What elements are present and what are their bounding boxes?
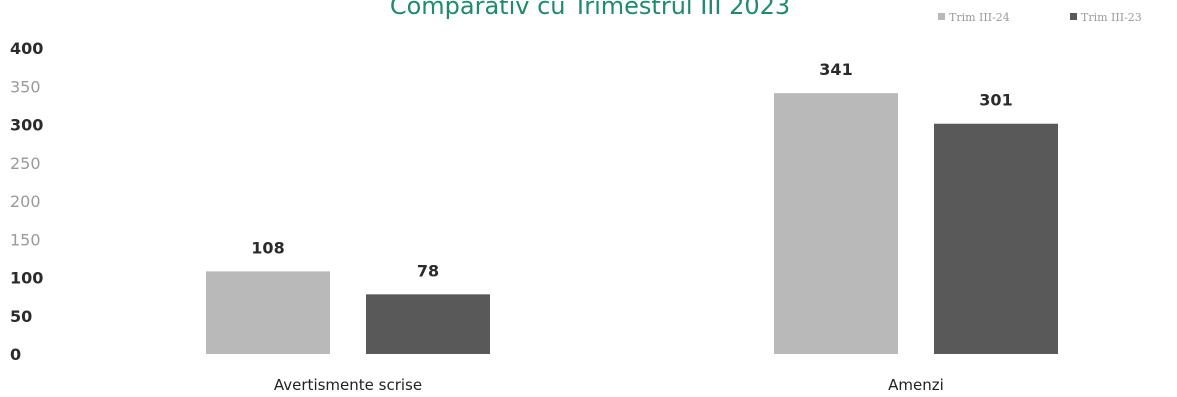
y-tick-label: 350: [10, 77, 41, 96]
y-tick-label: 100: [10, 269, 43, 288]
bars: 108 78 341 301: [206, 60, 1058, 354]
chart-title: Comparativ cu Trimestrul III 2023: [390, 0, 790, 20]
data-label: 78: [417, 261, 439, 280]
y-tick-label: 50: [10, 307, 32, 326]
legend-entry: Trim III-23: [1081, 11, 1142, 24]
legend-swatch: [938, 13, 945, 20]
legend-swatch: [1070, 13, 1077, 20]
y-tick-label: 0: [10, 345, 21, 364]
data-label: 108: [251, 238, 284, 257]
y-axis: 0 50 100 150 200 250 300 350 400: [10, 39, 43, 364]
data-label: 301: [979, 91, 1012, 110]
y-tick-label: 200: [10, 192, 41, 211]
category-label: Avertismente scrise: [274, 376, 422, 394]
data-label: 341: [819, 60, 852, 79]
category-label: Amenzi: [888, 376, 944, 394]
legend: Trim III-24 Trim III-23: [938, 11, 1142, 24]
category-axis: Avertismente scrise Amenzi: [274, 376, 944, 394]
bar-trim-iii-24-amenzi: [774, 93, 898, 354]
y-tick-label: 400: [10, 39, 43, 58]
y-tick-label: 150: [10, 230, 41, 249]
bar-trim-iii-23-amenzi: [934, 123, 1058, 354]
bar-trim-iii-23-avertismente: [366, 294, 490, 354]
bar-trim-iii-24-avertismente: [206, 271, 330, 354]
y-tick-label: 300: [10, 116, 43, 135]
legend-entry: Trim III-24: [949, 11, 1010, 24]
y-tick-label: 250: [10, 154, 41, 173]
